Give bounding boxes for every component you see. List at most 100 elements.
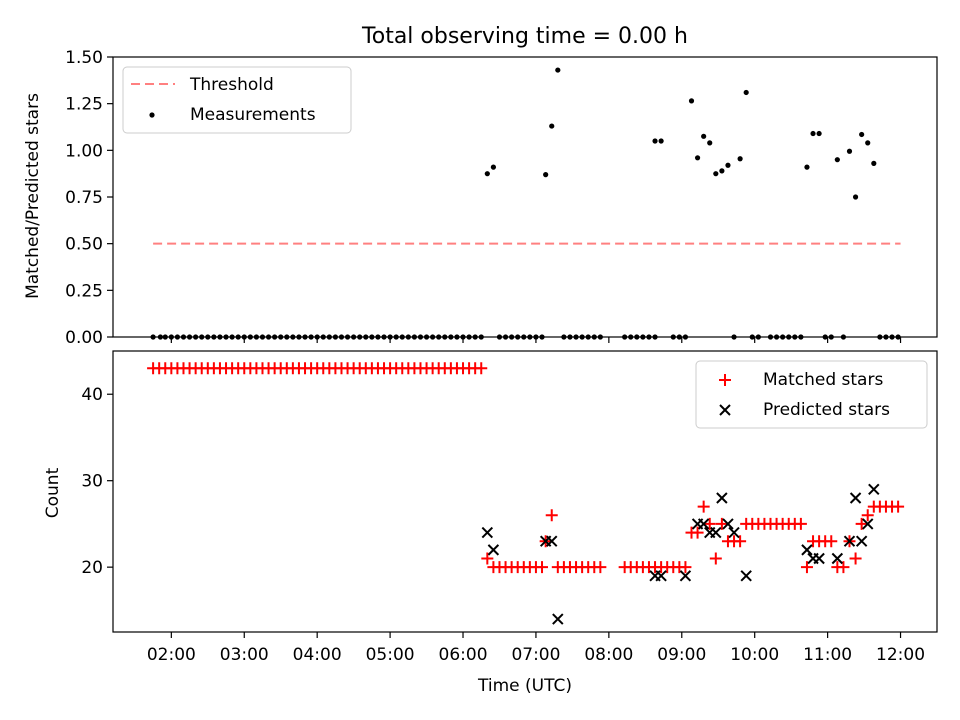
measurement-point xyxy=(688,98,695,104)
matched-star-point xyxy=(697,500,710,513)
top-y-tick-label: 0.75 xyxy=(65,188,103,208)
predicted-star-point xyxy=(843,535,856,547)
matched-star-point xyxy=(703,517,716,530)
predicted-star-point xyxy=(728,526,740,539)
matched-star-point xyxy=(837,561,850,574)
x-tick-label: 03:00 xyxy=(220,645,269,665)
measurement-point xyxy=(804,164,810,170)
measurements-legend-label: Measurements xyxy=(190,105,316,125)
predicted-star-point xyxy=(740,570,752,582)
matched-star-point xyxy=(892,500,905,513)
predicted-star-point xyxy=(679,570,692,582)
measurement-point xyxy=(852,194,859,200)
predicted-star-point xyxy=(697,518,710,530)
x-tick-label: 11:00 xyxy=(803,645,852,665)
x-tick-label: 07:00 xyxy=(511,645,560,665)
matched-star-point xyxy=(855,517,868,530)
measurement-point xyxy=(490,164,497,170)
matched-star-point xyxy=(794,517,807,530)
x-tick-label: 10:00 xyxy=(730,645,779,665)
matched-star-points xyxy=(147,362,905,574)
predicted-star-point xyxy=(710,526,722,539)
measurement-point xyxy=(707,140,713,146)
bottom-legend: Matched stars Predicted stars xyxy=(695,360,928,429)
predicted-star-point xyxy=(831,552,844,565)
measurement-point xyxy=(694,155,701,161)
top-y-tick-label: 0.50 xyxy=(65,235,103,255)
measurements-legend-symbol xyxy=(149,112,155,118)
measurement-point xyxy=(846,148,853,154)
predicted-star-point xyxy=(855,535,868,547)
top-legend-box xyxy=(122,66,352,134)
threshold-legend-label: Threshold xyxy=(189,75,274,95)
bottom-x-ticks: 02:00 03:00 04:00 05:00 06:00 07:00 08:00 09:00… xyxy=(147,632,925,665)
measurement-point xyxy=(871,160,877,166)
matched-star-point xyxy=(861,509,874,522)
predicted-star-point xyxy=(481,526,494,539)
predicted-star-point xyxy=(722,518,734,530)
predicted-star-point xyxy=(813,552,825,565)
top-legend: Threshold Measurements xyxy=(122,66,352,134)
matched-star-point xyxy=(800,561,813,574)
matched-star-point xyxy=(709,552,722,565)
measurement-point xyxy=(719,168,725,174)
predicted-star-point xyxy=(801,544,813,556)
predicted-star-point xyxy=(868,483,880,496)
measurement-point xyxy=(865,140,871,146)
measurement-point xyxy=(701,133,707,139)
x-tick-label: 09:00 xyxy=(657,645,706,665)
measurement-point xyxy=(543,172,549,178)
top-axes-frame xyxy=(112,56,938,338)
measurement-point xyxy=(725,162,731,168)
x-tick-label: 05:00 xyxy=(366,645,415,665)
chart-title: Total observing time = 0.00 h xyxy=(361,24,688,49)
matched-star-point xyxy=(475,362,488,375)
predicted-star-point xyxy=(716,492,728,504)
measurement-point xyxy=(652,138,658,144)
measurement-point xyxy=(484,171,490,177)
bottom-y-axis-label: Count xyxy=(43,467,63,518)
measurement-point xyxy=(549,123,555,129)
measurement-point xyxy=(737,156,743,162)
measurement-point xyxy=(713,171,719,177)
top-panel: Total observing time = 0.00 h Matched/Pr… xyxy=(23,24,938,348)
matched-star-point xyxy=(825,535,838,548)
predicted-legend-symbol xyxy=(719,404,731,416)
matched-legend-symbol xyxy=(719,374,731,386)
measurement-point xyxy=(743,89,749,96)
predicted-star-point xyxy=(862,518,874,530)
bottom-y-tick-label: 40 xyxy=(81,385,103,405)
matched-star-point xyxy=(481,552,494,565)
x-tick-label: 04:00 xyxy=(293,645,342,665)
top-y-tick-label: 0.25 xyxy=(65,281,103,301)
x-tick-label: 06:00 xyxy=(439,645,488,665)
x-tick-label: 08:00 xyxy=(584,645,633,665)
predicted-star-points xyxy=(481,483,880,625)
measurement-point xyxy=(816,130,822,137)
matched-legend-label: Matched stars xyxy=(763,370,883,390)
predicted-star-point xyxy=(546,535,558,547)
matched-star-point xyxy=(715,517,728,530)
matched-star-point xyxy=(849,552,862,565)
x-tick-label: 12:00 xyxy=(876,645,925,665)
bottom-legend-box xyxy=(695,360,928,429)
matched-star-point xyxy=(679,561,692,574)
bottom-y-ticks: 20 30 40 xyxy=(81,385,113,578)
top-y-tick-label: 1.00 xyxy=(65,141,103,161)
top-y-tick-label: 1.50 xyxy=(65,48,103,68)
x-tick-label: 02:00 xyxy=(147,645,196,665)
predicted-star-point xyxy=(487,544,500,556)
measurement-point xyxy=(810,130,816,137)
matched-star-point xyxy=(734,535,747,548)
top-y-ticks: 0.00 0.25 0.50 0.75 1.00 1.25 1.50 xyxy=(65,48,113,348)
predicted-star-point xyxy=(849,492,862,504)
matched-star-point xyxy=(536,561,549,574)
matched-star-point xyxy=(545,509,558,522)
top-y-tick-label: 1.25 xyxy=(65,95,103,115)
predicted-star-point xyxy=(552,613,564,625)
matched-star-point xyxy=(594,561,607,574)
x-axis-label: Time (UTC) xyxy=(477,676,572,696)
measurement-point xyxy=(834,157,840,163)
matched-star-point xyxy=(691,526,704,539)
